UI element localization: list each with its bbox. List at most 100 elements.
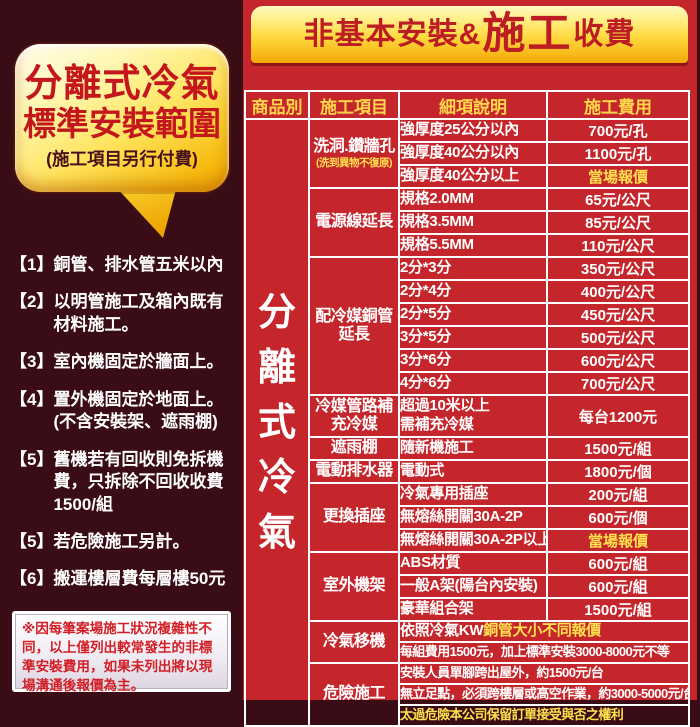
detail-cell: 規格5.5MM (398, 233, 548, 258)
fee-cell: 85元/公尺 (546, 210, 690, 235)
bubble-caption: (施工項目另行付費) (46, 148, 198, 169)
construction-item-cell: 遮雨棚 (308, 436, 400, 461)
list-item-index: 【1】 (10, 255, 54, 274)
product-category-cell: 分離式冷氣 (244, 118, 310, 727)
table-row: 強厚度40公分以內 1100元/孔 (245, 141, 690, 166)
list-item-index: 【4】 (10, 389, 54, 409)
detail-cell: 隨新機施工 (398, 436, 548, 461)
speech-bubble: 分離式冷氣 標準安裝範圍 (施工項目另行付費) (15, 44, 229, 192)
detail-cell: 2分*5分 (398, 302, 548, 327)
list-item-text: 若危險施工另計。 (53, 531, 190, 551)
detail-cell: 無立足點，必須跨樓層或高空作業，約3000-5000元/台 (398, 683, 690, 706)
fee-cell: 400元/公尺 (546, 279, 690, 304)
price-table: 商品別 施工項目 細項說明 施工費用 分離式冷氣 洗洞.鑽牆孔 (洗到異物不復原) 強… (244, 90, 690, 727)
detail-cell: 依照冷氣KW銅管大小不同報價 (398, 620, 690, 643)
list-item-index: 【6】 (10, 569, 54, 589)
header-product-category: 商品別 (244, 90, 310, 120)
table-row: 電源線延長 規格2.0MM 65元/公尺 (245, 187, 690, 258)
detail-cell: 無熔絲開關30A-2P以上 (398, 528, 548, 553)
fee-cell: 600元/組 (546, 551, 690, 576)
detail-cell: 超過10米以上 需補充冷媒 (398, 394, 548, 438)
detail-cell: 太過危險本公司保留訂單接受與否之權利 (398, 704, 690, 727)
detail-cell: 2分*4分 (398, 279, 548, 304)
header-banner: 非基本安裝& 施工 收費 (251, 6, 688, 63)
list-item-5: 【5】 舊機若有回收則免拆機費，只拆除不回收收費1500/組 (10, 449, 240, 516)
fee-cell: 當場報價 (546, 528, 690, 553)
fee-cell: 110元/公尺 (546, 233, 690, 258)
list-item-4: 【4】 置外機固定於地面上。 (不含安裝架、遮雨棚) (10, 389, 240, 434)
detail-cell: 規格3.5MM (398, 210, 548, 235)
detail-cell: 電動式 (398, 459, 548, 484)
list-item-text: 舊機若有回收則免拆機費，只拆除不回收收費1500/組 (53, 449, 224, 514)
table-row: 4分*6分 700元/公尺 (245, 371, 690, 396)
bubble-title: 分離式冷氣 (24, 63, 220, 106)
fee-cell: 700元/公尺 (546, 371, 690, 396)
disclaimer-box: ※因每筆案場施工狀況複雜性不同，以上僅列出較常發生的非標準安裝費用，如果未列出將… (12, 611, 231, 694)
detail-cell: 強厚度40公分以上 (398, 164, 548, 189)
construction-item-cell: 更換插座 (308, 482, 400, 553)
table-row: 2分*4分 400元/公尺 (245, 279, 690, 304)
table-row: 無熔絲開關30A-2P 600元/個 (245, 505, 690, 530)
fee-cell: 450元/公尺 (546, 302, 690, 327)
table-row: 危險施工 安裝人員單腳跨出屋外，約1500元/台 (245, 662, 690, 727)
list-item-3: 【3】 室內機固定於牆面上。 (10, 351, 240, 373)
table-row: 每組費用1500元，加上標準安裝3000-8000元不等 (245, 641, 690, 664)
fee-cell: 600元/個 (546, 505, 690, 530)
list-item-index: 【2】 (10, 292, 54, 312)
construction-item-cell: 洗洞.鑽牆孔 (洗到異物不復原) (308, 118, 400, 189)
table-row: 遮雨棚 隨新機施工 1500元/組 (245, 436, 690, 461)
table-row: 強厚度40公分以上 當場報價 (245, 164, 690, 189)
price-table-body: 分離式冷氣 洗洞.鑽牆孔 (洗到異物不復原) 強厚度25公分以內 700元/孔 強厚度40… (244, 118, 690, 727)
detail-cell: 安裝人員單腳跨出屋外，約1500元/台 (398, 662, 690, 685)
fee-cell: 600元/公尺 (546, 348, 690, 373)
detail-cell: 規格2.0MM (398, 187, 548, 212)
table-row: 冷媒管路補充冷媒 超過10米以上 需補充冷媒 每台1200元 (245, 394, 690, 438)
construction-item-cell: 配冷媒銅管延長 (308, 256, 400, 396)
detail-cell: 冷氣專用插座 (398, 482, 548, 507)
table-row: 規格5.5MM 110元/公尺 (245, 233, 690, 258)
fee-cell: 1500元/組 (546, 436, 690, 461)
construction-item-cell: 電動排水器 (308, 459, 400, 484)
table-row: 豪華組合架 1500元/組 (245, 597, 690, 622)
detail-cell: 每組費用1500元，加上標準安裝3000-8000元不等 (398, 641, 690, 664)
fee-cell: 1100元/孔 (546, 141, 690, 166)
header-detail-description: 細項說明 (398, 90, 548, 120)
right-panel: 非基本安裝& 施工 收費 商品別 施工項目 細項說明 施工費用 分離式冷氣 洗洞.… (243, 0, 697, 727)
detail-cell: 2分*3分 (398, 256, 548, 281)
bubble-subtitle: 標準安裝範圍 (23, 104, 221, 142)
table-row: 分離式冷氣 洗洞.鑽牆孔 (洗到異物不復原) 強厚度25公分以內 700元/孔 (244, 118, 690, 727)
construction-item-cell: 電源線延長 (308, 187, 400, 258)
construction-item-cell: 冷媒管路補充冷媒 (308, 394, 400, 438)
detail-cell: 強厚度25公分以內 (398, 118, 548, 143)
table-row: 規格3.5MM 85元/公尺 (245, 210, 690, 235)
table-row: 冷氣移機 依照冷氣KW銅管大小不同報價 (245, 620, 690, 664)
table-row: 3分*5分 500元/公尺 (245, 325, 690, 350)
list-item-1: 【1】 銅管、排水管五米以內 (10, 254, 240, 276)
list-item-6: 【5】 若危險施工另計。 (10, 531, 240, 553)
table-row: 3分*6分 600元/公尺 (245, 348, 690, 373)
header-construction-fee: 施工費用 (546, 90, 690, 120)
detail-cell: 3分*6分 (398, 348, 548, 373)
standard-install-list: 【1】 銅管、排水管五米以內【2】 以明管施工及箱內既有材料施工。【3】 室內機固定於… (10, 254, 240, 606)
fee-cell: 600元/組 (546, 574, 690, 599)
list-item-2: 【2】 以明管施工及箱內既有材料施工。 (10, 291, 240, 336)
list-item-text: 置外機固定於地面上。 (不含安裝架、遮雨棚) (53, 389, 224, 432)
table-header-row: 商品別 施工項目 細項說明 施工費用 (244, 90, 690, 120)
table-row: 配冷媒銅管延長 2分*3分 350元/公尺 (245, 256, 690, 396)
fee-cell: 65元/公尺 (546, 187, 690, 212)
fee-cell: 1500元/組 (546, 597, 690, 622)
construction-item-cell: 危險施工 (308, 662, 400, 727)
detail-cell: 一般A架(陽台內安裝) (398, 574, 548, 599)
fee-cell: 700元/孔 (546, 118, 690, 143)
construction-item-subnote: (洗到異物不復原) (316, 157, 393, 170)
list-item-index: 【5】 (10, 449, 54, 469)
table-row: 無熔絲開關30A-2P以上 當場報價 (245, 528, 690, 553)
table-row: 更換插座 冷氣專用插座 200元/組 (245, 482, 690, 553)
detail-cell: 3分*5分 (398, 325, 548, 350)
table-row: 室外機架 ABS材質 600元/組 (245, 551, 690, 622)
list-item-index: 【5】 (10, 531, 54, 551)
list-item-text: 銅管、排水管五米以內 (53, 255, 224, 274)
disclaimer-text: ※因每筆案場施工狀況複雜性不同，以上僅列出較常發生的非標準安裝費用，如果未列出將… (22, 621, 213, 694)
fee-cell: 350元/公尺 (546, 256, 690, 281)
fee-cell: 每台1200元 (546, 394, 690, 438)
